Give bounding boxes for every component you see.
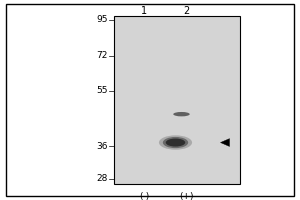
Text: 72: 72: [97, 51, 108, 60]
Ellipse shape: [159, 135, 192, 150]
Bar: [114, 16, 240, 184]
Ellipse shape: [173, 112, 190, 116]
Text: 36: 36: [97, 142, 108, 151]
Text: 55: 55: [97, 86, 108, 95]
Text: (-): (-): [139, 192, 149, 200]
Ellipse shape: [166, 139, 185, 147]
Text: 2: 2: [183, 6, 189, 16]
Text: (+): (+): [179, 192, 193, 200]
Text: 1: 1: [141, 6, 147, 16]
Polygon shape: [220, 139, 230, 146]
Text: 28: 28: [97, 174, 108, 183]
Ellipse shape: [163, 137, 188, 148]
Text: 95: 95: [97, 15, 108, 24]
